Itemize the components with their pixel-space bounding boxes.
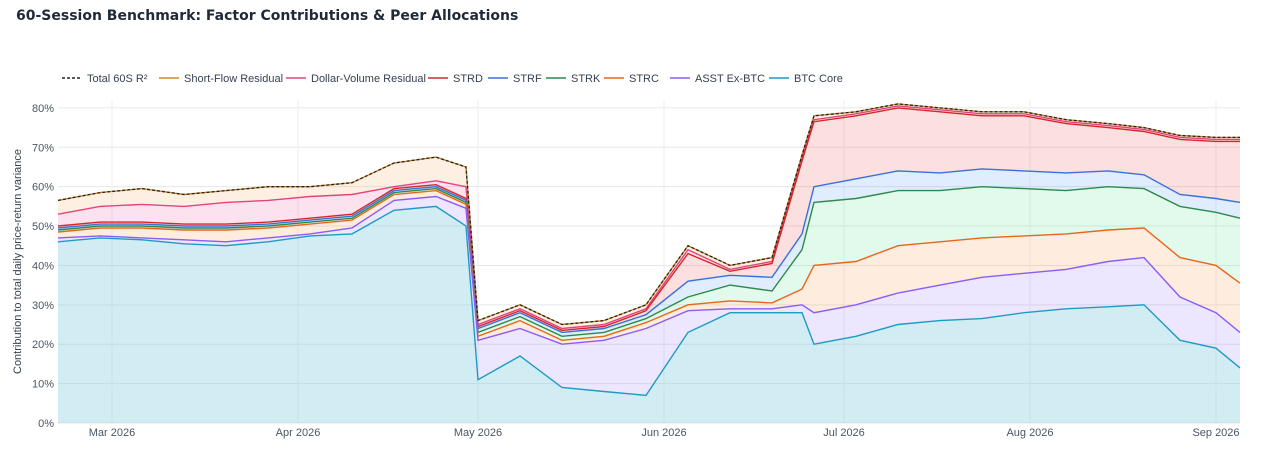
legend-label: BTC Core — [794, 73, 843, 85]
legend: Total 60S R² Short-Flow Residual Dollar-Vo… — [62, 73, 843, 85]
line-strd — [57, 107, 1240, 332]
y-tick-label: 40% — [32, 260, 54, 272]
y-tick-label: 20% — [32, 339, 54, 351]
area-asst-ex-btc — [58, 196, 1240, 396]
x-tick-label: Jul 2026 — [823, 427, 865, 439]
legend-label: Total 60S R² — [87, 73, 148, 85]
y-axis-label: Contribution to total daily price-return… — [12, 149, 24, 374]
line-asst-ex-btc — [57, 195, 1241, 345]
lines — [57, 103, 1241, 397]
line-dollar-volume-residual — [57, 105, 1240, 330]
y-tick-label: 50% — [32, 221, 54, 233]
x-tick-label: Aug 2026 — [1006, 427, 1053, 439]
line-total-60s-r2 — [57, 103, 1240, 326]
x-tick-label: Jun 2026 — [641, 427, 686, 439]
legend-label: STRK — [571, 73, 601, 85]
x-tick-label: Mar 2026 — [89, 427, 135, 439]
x-tick-label: May 2026 — [454, 427, 502, 439]
line-strc — [57, 189, 1241, 342]
x-tick-label: Sep 2026 — [1192, 427, 1239, 439]
axes: 0% 10% 20% 30% 40% 50% 60% 70% 80% Mar 2026 Apr 20… — [12, 103, 1240, 439]
area-strf — [58, 168, 1240, 337]
legend-label: STRC — [629, 73, 659, 85]
legend-label: ASST Ex-BTC — [695, 73, 765, 85]
y-tick-label: 70% — [32, 142, 54, 154]
areas — [58, 103, 1240, 423]
chart-title: 60-Session Benchmark: Factor Contributio… — [16, 8, 519, 24]
legend-label: STRD — [453, 73, 483, 85]
line-strk — [57, 185, 1241, 338]
area-strd — [58, 107, 1240, 333]
legend-label: Dollar-Volume Residual — [311, 73, 426, 85]
line-strf — [57, 168, 1241, 334]
y-tick-label: 0% — [38, 418, 54, 430]
y-tick-label: 30% — [32, 300, 54, 312]
y-tick-label: 80% — [32, 103, 54, 115]
line-btc-core — [57, 205, 1241, 397]
legend-label: STRF — [513, 73, 542, 85]
area-dollar-volume-residual — [58, 105, 1240, 331]
area-btc-core — [58, 206, 1240, 423]
area-strk — [58, 186, 1240, 341]
x-tick-label: Apr 2026 — [276, 427, 321, 439]
y-tick-label: 10% — [32, 379, 54, 391]
legend-label: Short-Flow Residual — [184, 73, 283, 85]
y-tick-label: 60% — [32, 182, 54, 194]
area-strc — [58, 190, 1240, 345]
area-short-flow-residual — [58, 103, 1240, 329]
